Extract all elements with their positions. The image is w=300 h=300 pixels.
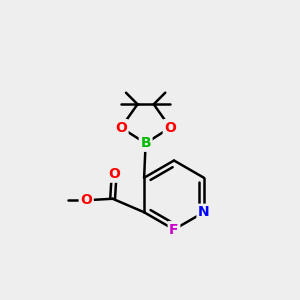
Text: B: B <box>140 136 151 150</box>
Text: F: F <box>169 223 179 236</box>
Text: O: O <box>164 121 176 135</box>
Text: O: O <box>108 167 120 181</box>
Text: O: O <box>115 121 127 135</box>
Text: N: N <box>198 205 210 219</box>
Text: O: O <box>80 193 92 207</box>
